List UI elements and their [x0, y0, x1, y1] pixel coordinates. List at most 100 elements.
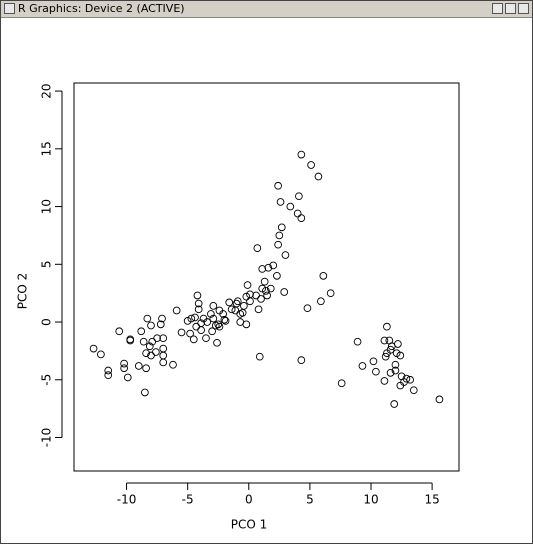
- y-axis-label: PCO 2: [16, 273, 30, 310]
- y-tick-label: 0: [40, 318, 54, 326]
- y-tick-label: 15: [40, 141, 54, 156]
- point: [262, 287, 270, 295]
- point: [396, 351, 405, 360]
- point: [238, 308, 247, 317]
- point: [293, 209, 302, 218]
- point: [277, 223, 286, 232]
- point: [208, 327, 216, 336]
- point: [220, 315, 229, 324]
- point: [209, 314, 218, 323]
- point: [380, 336, 389, 345]
- point: [274, 181, 282, 190]
- point: [142, 349, 150, 358]
- point: [97, 350, 105, 359]
- x-tick-label: 5: [306, 493, 314, 507]
- point: [409, 386, 418, 395]
- point: [390, 400, 399, 408]
- point: [89, 344, 98, 353]
- point: [186, 329, 194, 338]
- point: [143, 314, 152, 323]
- point: [386, 368, 395, 377]
- point: [353, 337, 362, 346]
- point: [253, 244, 262, 252]
- point: [274, 240, 282, 249]
- point: [104, 371, 113, 380]
- point: [263, 291, 271, 300]
- point: [260, 277, 269, 286]
- point: [137, 327, 146, 336]
- maximize-button[interactable]: [505, 3, 516, 14]
- point: [317, 297, 325, 306]
- point: [391, 360, 400, 369]
- point: [142, 364, 150, 373]
- point: [187, 314, 196, 323]
- point: [394, 340, 402, 348]
- point: [391, 366, 400, 375]
- point: [213, 338, 221, 347]
- point: [177, 328, 186, 337]
- point: [126, 336, 135, 345]
- point: [254, 305, 263, 314]
- point: [297, 356, 306, 364]
- point: [275, 231, 284, 240]
- point: [221, 317, 230, 325]
- point: [159, 358, 168, 367]
- minimize-button[interactable]: [492, 3, 503, 14]
- chart: PCO 1 PCO 2 -10 -5 0 5 10 15 -10 -5 0 5 10 15 20: [16, 82, 460, 532]
- point: [115, 327, 124, 336]
- point: [257, 295, 265, 303]
- point: [243, 281, 252, 289]
- point: [337, 379, 346, 388]
- point: [139, 337, 148, 346]
- point: [381, 352, 390, 361]
- point: [147, 321, 155, 330]
- point: [252, 291, 260, 300]
- point: [152, 348, 160, 356]
- point: [219, 310, 227, 318]
- point: [158, 314, 166, 323]
- point: [192, 322, 201, 331]
- point: [406, 375, 414, 384]
- point: [295, 192, 303, 201]
- point: [169, 360, 177, 369]
- point: [380, 377, 389, 385]
- y-tick-label: 10: [40, 199, 54, 214]
- point: [159, 351, 168, 360]
- point: [159, 344, 168, 353]
- point: [104, 366, 113, 375]
- point: [246, 297, 254, 306]
- point: [202, 334, 210, 343]
- point: [159, 334, 168, 343]
- x-tick-label: 15: [424, 493, 439, 507]
- point: [240, 302, 248, 310]
- point: [120, 359, 128, 368]
- point: [153, 334, 161, 343]
- point: [383, 322, 391, 331]
- point: [120, 364, 128, 373]
- y-tick-label: -10: [40, 428, 54, 448]
- point: [281, 251, 290, 259]
- point: [435, 395, 444, 404]
- menu-button[interactable]: [4, 3, 15, 14]
- point: [372, 367, 380, 376]
- point: [276, 198, 285, 206]
- point: [156, 320, 165, 329]
- point: [134, 362, 143, 370]
- point: [319, 271, 328, 280]
- point: [273, 271, 281, 280]
- x-axis-label: PCO 1: [231, 518, 268, 532]
- x-tick-label: 0: [245, 493, 253, 507]
- point: [197, 326, 205, 334]
- x-tick-label: -10: [117, 493, 137, 507]
- point: [402, 374, 411, 383]
- point: [255, 352, 264, 361]
- point: [194, 299, 203, 308]
- point: [225, 298, 234, 307]
- point: [369, 357, 378, 366]
- y-tick-label: 5: [40, 260, 54, 268]
- point: [266, 284, 275, 293]
- close-button[interactable]: [518, 3, 529, 14]
- point: [215, 322, 224, 331]
- point: [141, 388, 149, 397]
- point: [358, 362, 367, 370]
